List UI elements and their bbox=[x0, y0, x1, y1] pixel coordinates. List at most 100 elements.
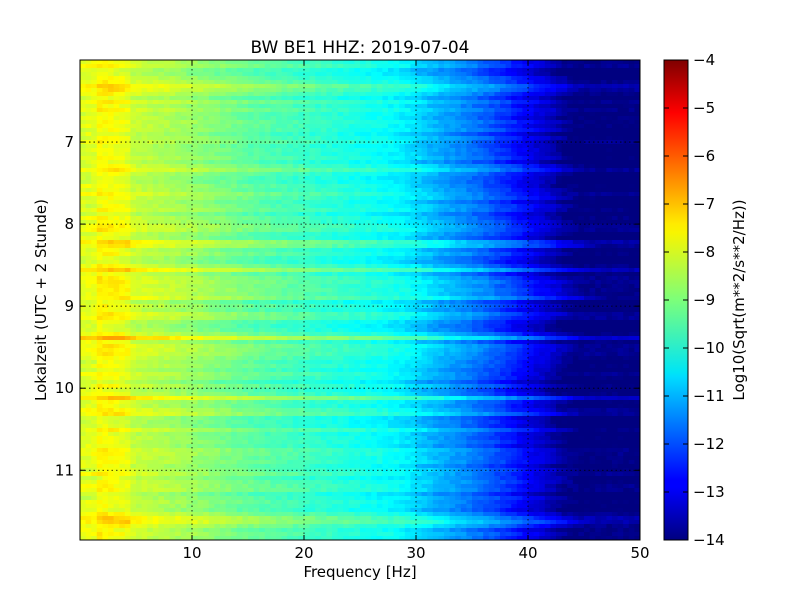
heatmap-cell bbox=[315, 216, 322, 221]
heatmap-cell bbox=[309, 244, 316, 249]
heatmap-cell bbox=[124, 124, 131, 129]
heatmap-cell bbox=[270, 72, 277, 77]
heatmap-cell bbox=[472, 76, 479, 81]
heatmap-cell bbox=[298, 120, 305, 125]
heatmap-cell bbox=[516, 204, 523, 209]
heatmap-cell bbox=[225, 120, 232, 125]
heatmap-cell bbox=[589, 76, 596, 81]
heatmap-cell bbox=[309, 160, 316, 165]
heatmap-cell bbox=[533, 160, 540, 165]
heatmap-cell bbox=[270, 228, 277, 233]
heatmap-cell bbox=[192, 72, 199, 77]
heatmap-cell bbox=[287, 132, 294, 137]
heatmap-cell bbox=[242, 244, 249, 249]
heatmap-cell bbox=[556, 60, 563, 65]
heatmap-cell bbox=[376, 108, 383, 113]
heatmap-cell bbox=[528, 240, 535, 245]
heatmap-cell bbox=[455, 188, 462, 193]
heatmap-cell bbox=[175, 68, 182, 73]
heatmap-cell bbox=[287, 72, 294, 77]
heatmap-cell bbox=[550, 76, 557, 81]
heatmap-cell bbox=[175, 252, 182, 257]
heatmap-cell bbox=[393, 76, 400, 81]
heatmap-cell bbox=[595, 232, 602, 237]
heatmap-cell bbox=[376, 156, 383, 161]
heatmap-cell bbox=[466, 184, 473, 189]
heatmap-cell bbox=[236, 64, 243, 69]
heatmap-cell bbox=[617, 104, 624, 109]
heatmap-cell bbox=[500, 204, 507, 209]
heatmap-cell bbox=[634, 96, 640, 101]
heatmap-cell bbox=[136, 76, 143, 81]
heatmap-cell bbox=[292, 100, 299, 105]
heatmap-cell bbox=[567, 68, 574, 73]
heatmap-cell bbox=[287, 60, 294, 65]
heatmap-cell bbox=[427, 144, 434, 149]
heatmap-cell bbox=[113, 228, 120, 233]
heatmap-cell bbox=[432, 84, 439, 89]
heatmap-cell bbox=[253, 248, 260, 253]
heatmap-cell bbox=[152, 216, 159, 221]
heatmap-cell bbox=[348, 216, 355, 221]
heatmap-cell bbox=[444, 232, 451, 237]
heatmap-cell bbox=[528, 236, 535, 241]
heatmap-cell bbox=[404, 92, 411, 97]
heatmap-cell bbox=[242, 176, 249, 181]
heatmap-cell bbox=[130, 212, 137, 217]
heatmap-cell bbox=[225, 252, 232, 257]
heatmap-cell bbox=[343, 152, 350, 157]
heatmap-cell bbox=[130, 164, 137, 169]
heatmap-cell bbox=[242, 140, 249, 145]
heatmap-cell bbox=[203, 80, 210, 85]
heatmap-cell bbox=[595, 136, 602, 141]
heatmap-cell bbox=[438, 60, 445, 65]
heatmap-cell bbox=[365, 208, 372, 213]
heatmap-cell bbox=[337, 96, 344, 101]
heatmap-cell bbox=[124, 172, 131, 177]
heatmap-cell bbox=[516, 132, 523, 137]
heatmap-cell bbox=[634, 84, 640, 89]
heatmap-cell bbox=[477, 72, 484, 77]
heatmap-cell bbox=[337, 72, 344, 77]
heatmap-cell bbox=[253, 180, 260, 185]
heatmap-cell bbox=[416, 124, 423, 129]
heatmap-cell bbox=[124, 196, 131, 201]
heatmap-cell bbox=[304, 168, 311, 173]
heatmap-cell bbox=[309, 96, 316, 101]
heatmap-cell bbox=[309, 232, 316, 237]
heatmap-cell bbox=[449, 184, 456, 189]
heatmap-cell bbox=[634, 184, 640, 189]
heatmap-cell bbox=[528, 72, 535, 77]
heatmap-cell bbox=[511, 100, 518, 105]
heatmap-cell bbox=[511, 212, 518, 217]
heatmap-cell bbox=[152, 80, 159, 85]
heatmap-cell bbox=[612, 256, 619, 261]
heatmap-cell bbox=[483, 76, 490, 81]
heatmap-cell bbox=[130, 216, 137, 221]
heatmap-cell bbox=[248, 224, 255, 229]
heatmap-cell bbox=[253, 100, 260, 105]
heatmap-cell bbox=[444, 124, 451, 129]
heatmap-cell bbox=[533, 88, 540, 93]
heatmap-cell bbox=[466, 156, 473, 161]
heatmap-cell bbox=[567, 76, 574, 81]
heatmap-cell bbox=[505, 116, 512, 121]
heatmap-cell bbox=[208, 92, 215, 97]
heatmap-cell bbox=[264, 164, 271, 169]
heatmap-cell bbox=[315, 72, 322, 77]
heatmap-cell bbox=[337, 60, 344, 65]
heatmap-cell bbox=[309, 112, 316, 117]
heatmap-cell bbox=[354, 116, 361, 121]
heatmap-cell bbox=[152, 232, 159, 237]
heatmap-cell bbox=[494, 256, 501, 261]
heatmap-cell bbox=[343, 80, 350, 85]
heatmap-cell bbox=[141, 76, 148, 81]
heatmap-cell bbox=[119, 108, 126, 113]
heatmap-cell bbox=[326, 124, 333, 129]
heatmap-cell bbox=[180, 204, 187, 209]
heatmap-cell bbox=[175, 200, 182, 205]
heatmap-cell bbox=[416, 84, 423, 89]
heatmap-cell bbox=[119, 212, 126, 217]
heatmap-cell bbox=[264, 128, 271, 133]
heatmap-cell bbox=[147, 192, 154, 197]
